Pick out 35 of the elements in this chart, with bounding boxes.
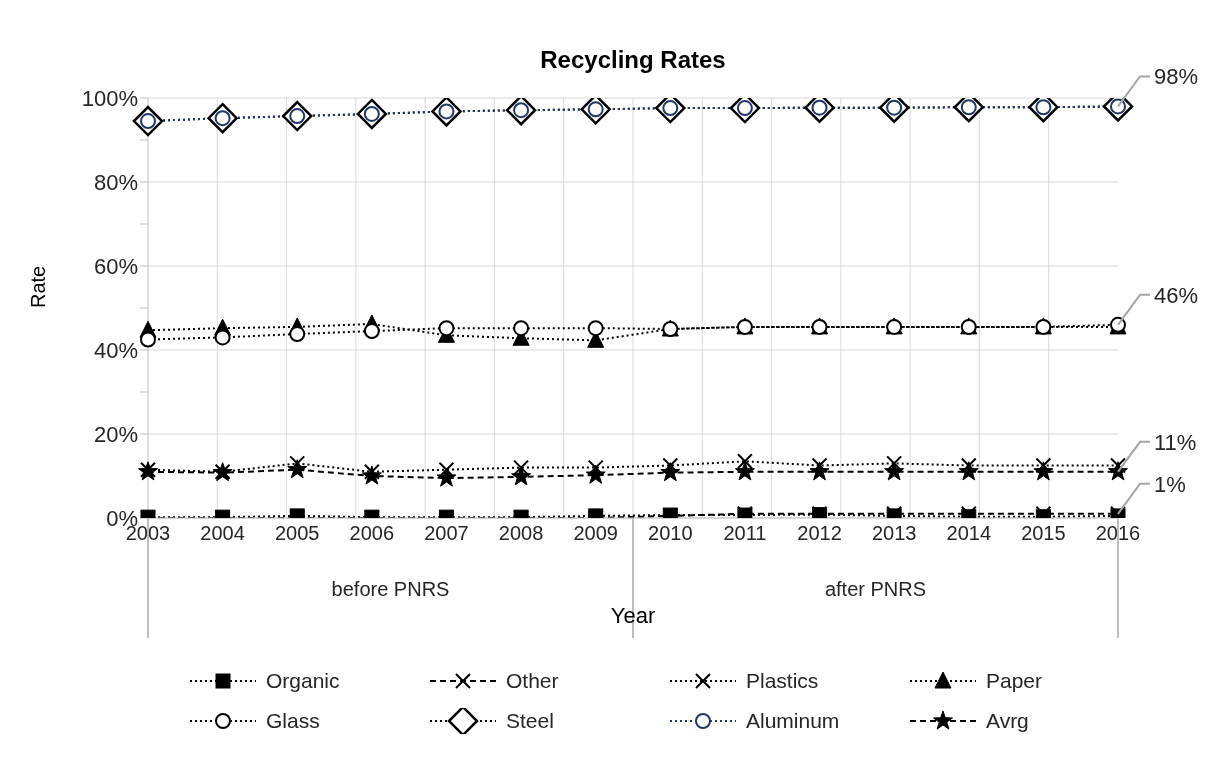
annotation: 11% (1154, 429, 1197, 455)
x-tick-label: 2009 (573, 522, 618, 545)
legend-label: Aluminum (746, 709, 840, 733)
x-tick-label: 2015 (1021, 522, 1066, 545)
annotation: 98% (1154, 64, 1199, 90)
y-tick-label: 80% (93, 169, 138, 195)
legend-label: Steel (506, 709, 554, 733)
x-tick-label: 2016 (1095, 522, 1141, 545)
legend-label: Organic (266, 669, 340, 693)
x-tick-label: 2007 (424, 522, 469, 545)
x-tick-label: 2011 (723, 522, 767, 545)
y-tick-label: 60% (93, 253, 138, 279)
annotation: 46% (1154, 282, 1199, 308)
y-tick-label: 20% (93, 421, 138, 447)
text: before PNRS (330, 578, 451, 601)
x-tick-label: 2010 (648, 522, 693, 545)
x-tick-label: 2004 (200, 522, 245, 545)
x-tick-label: 2014 (946, 522, 992, 545)
legend-label: Avrg (986, 709, 1029, 733)
x-tick-label: 2008 (498, 522, 544, 545)
x-tick-label: 2005 (274, 522, 320, 545)
x-tick-label: 2013 (871, 522, 917, 545)
y-tick-label: 100% (81, 85, 138, 111)
legend-label: Plastics (746, 669, 819, 693)
x-tick-label: 2012 (797, 522, 842, 545)
legend-label: Paper (986, 669, 1043, 693)
y-tick-label: 40% (93, 337, 138, 363)
x-axis-title: Year (609, 603, 657, 629)
y-axis-title: Rate (27, 265, 50, 308)
annotation: 1% (1154, 471, 1186, 497)
legend-label: Other (506, 669, 559, 693)
chart-title: Recycling Rates (539, 46, 727, 74)
legend-label: Glass (266, 709, 320, 733)
x-tick-label: 2006 (349, 522, 395, 545)
text: after PNRS (823, 578, 928, 601)
